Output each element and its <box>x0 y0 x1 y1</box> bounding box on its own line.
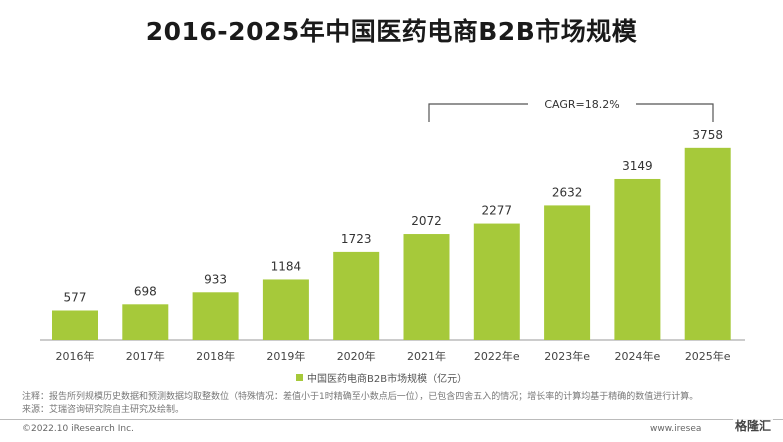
bar-value-label: 2632 <box>552 185 583 199</box>
bar-value-label: 577 <box>64 290 87 304</box>
chart-title: 2016-2025年中国医药电商B2B市场规模 <box>145 17 638 46</box>
website-text: www.iresea <box>650 424 702 434</box>
bar-2023年e <box>544 205 591 340</box>
cagr-bracket <box>428 103 714 122</box>
bar-chart: 577 698 933 1184 1723 2072 2277 2632 3149 3758 20… <box>40 98 745 363</box>
bar-2017年 <box>122 304 169 340</box>
x-tick-label: 2018年 <box>196 349 235 363</box>
legend-swatch <box>296 374 303 381</box>
x-tick-label: 2024年e <box>615 349 661 363</box>
bar-2024年e <box>614 178 661 340</box>
bar-value-label: 3149 <box>622 159 653 173</box>
bar-value-label: 2072 <box>411 214 442 228</box>
legend-label: 中国医药电商B2B市场规模（亿元） <box>307 374 468 385</box>
x-tick-label: 2020年 <box>337 349 376 363</box>
legend: 中国医药电商B2B市场规模（亿元） <box>296 370 467 385</box>
x-tick-label: 2025年e <box>685 349 731 363</box>
bar-value-label: 3758 <box>692 128 723 142</box>
bar-value-label: 1184 <box>271 259 302 273</box>
x-tick-label: 2016年 <box>56 349 95 363</box>
bar-value-label: 1723 <box>341 232 372 246</box>
bar-2019年 <box>262 279 309 340</box>
copyright-text: ©2022.10 iResearch Inc. <box>22 424 134 434</box>
bar-value-label: 933 <box>204 272 227 286</box>
x-tick-label: 2021年 <box>407 349 446 363</box>
footer-divider <box>0 419 783 420</box>
bar-2018年 <box>192 292 239 340</box>
note-text: 注释：报告所列规模历史数据和预测数据均取整数位（特殊情况：差值小于1时精确至小数… <box>22 392 699 402</box>
watermark: 格隆汇 <box>732 417 773 434</box>
bar-value-label: 698 <box>134 284 157 298</box>
x-tick-label: 2019年 <box>266 349 305 363</box>
cagr-annotation: CAGR=18.2% <box>544 98 619 111</box>
x-tick-label: 2023年e <box>544 349 590 363</box>
bar-2020年 <box>333 251 380 340</box>
x-tick-label: 2022年e <box>474 349 520 363</box>
bar-2016年 <box>52 310 98 340</box>
bar-2022年e <box>473 223 520 340</box>
x-tick-label: 2017年 <box>126 349 165 363</box>
bar-value-label: 2277 <box>482 204 513 218</box>
source-text: 来源：艾瑞咨询研究院自主研究及绘制。 <box>22 405 185 415</box>
bar-2025年e <box>684 147 731 340</box>
bar-2021年 <box>403 234 450 340</box>
